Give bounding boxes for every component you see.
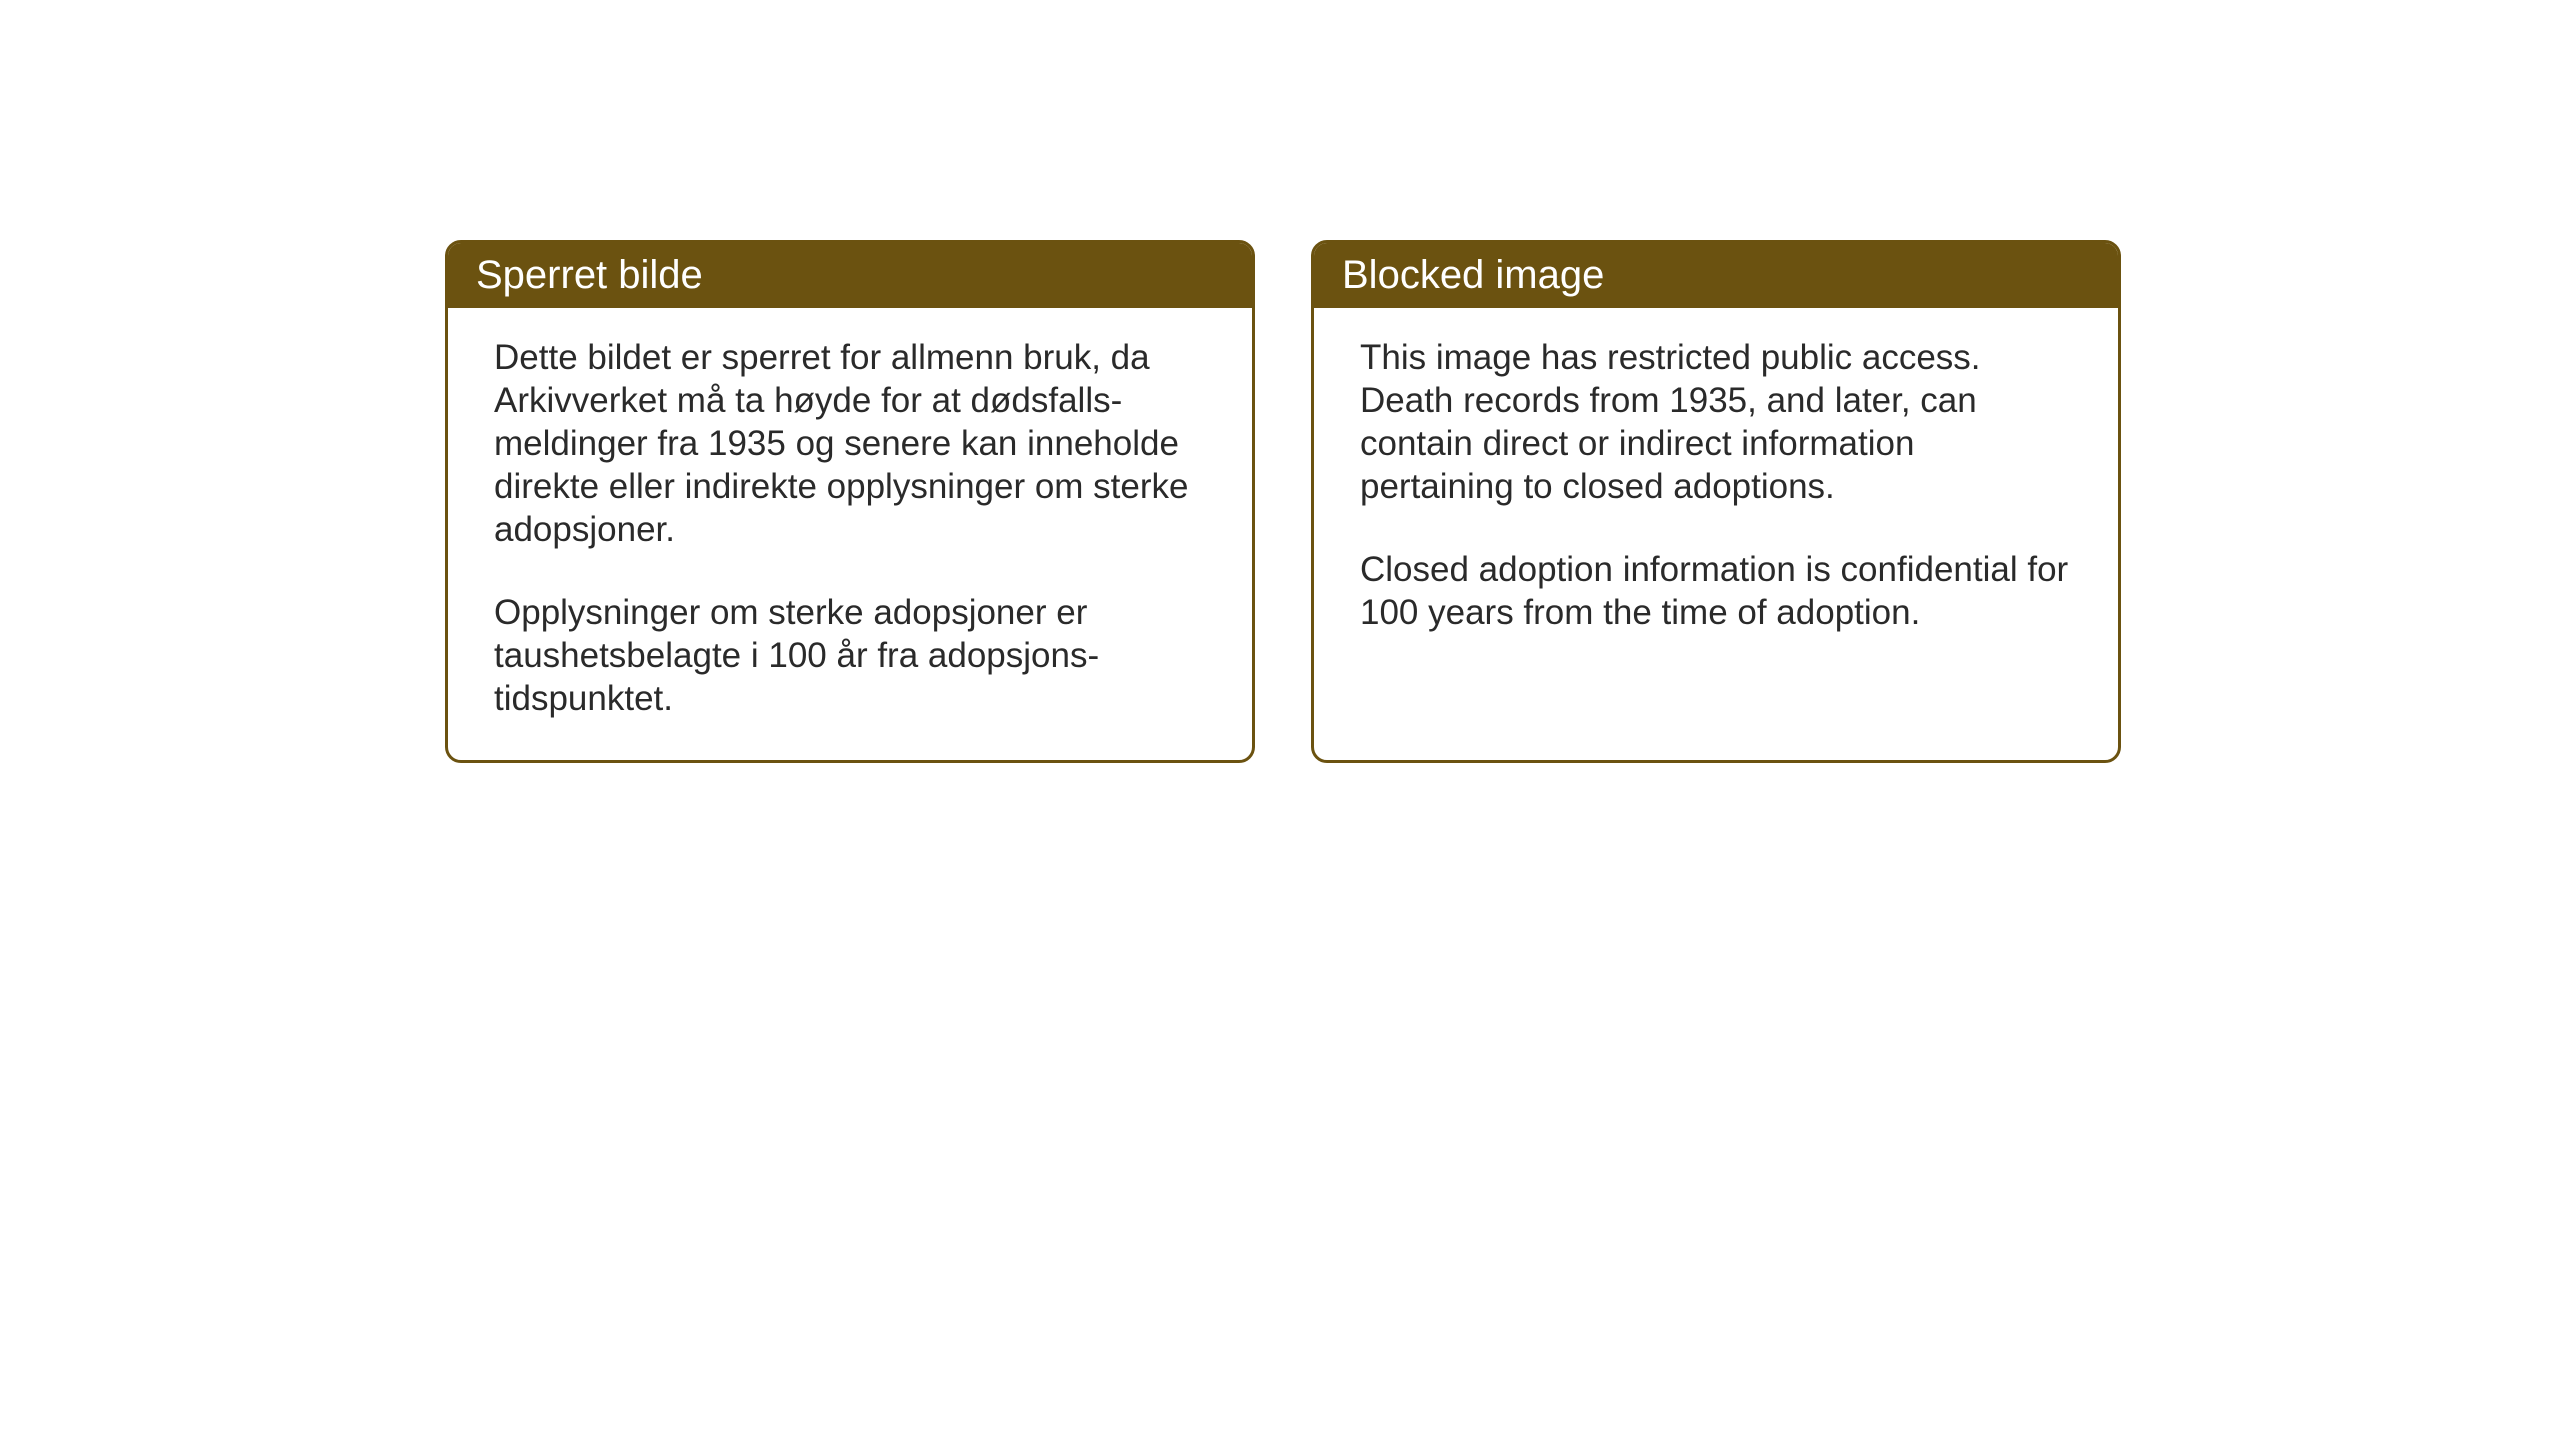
card-header-english: Blocked image	[1314, 243, 2118, 308]
notice-card-english: Blocked image This image has restricted …	[1311, 240, 2121, 763]
card-body-norwegian: Dette bildet er sperret for allmenn bruk…	[448, 308, 1252, 760]
card-paragraph-english-1: This image has restricted public access.…	[1360, 336, 2072, 508]
notice-card-norwegian: Sperret bilde Dette bildet er sperret fo…	[445, 240, 1255, 763]
card-paragraph-norwegian-2: Opplysninger om sterke adopsjoner er tau…	[494, 591, 1206, 720]
card-title-english: Blocked image	[1342, 253, 1604, 297]
card-paragraph-norwegian-1: Dette bildet er sperret for allmenn bruk…	[494, 336, 1206, 551]
card-header-norwegian: Sperret bilde	[448, 243, 1252, 308]
card-body-english: This image has restricted public access.…	[1314, 308, 2118, 674]
card-title-norwegian: Sperret bilde	[476, 253, 703, 297]
notice-container: Sperret bilde Dette bildet er sperret fo…	[445, 240, 2121, 763]
card-paragraph-english-2: Closed adoption information is confident…	[1360, 548, 2072, 634]
